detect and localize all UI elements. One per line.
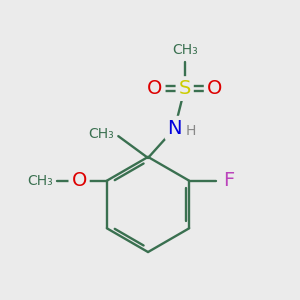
Text: H: H (185, 124, 196, 138)
Text: O: O (207, 79, 222, 98)
Text: S: S (178, 79, 191, 98)
Text: CH₃: CH₃ (172, 43, 198, 57)
Text: F: F (223, 171, 235, 190)
Text: CH₃: CH₃ (88, 127, 114, 141)
Text: CH₃: CH₃ (28, 174, 53, 188)
Text: O: O (147, 79, 163, 98)
Text: O: O (71, 171, 87, 190)
Text: N: N (167, 119, 182, 138)
